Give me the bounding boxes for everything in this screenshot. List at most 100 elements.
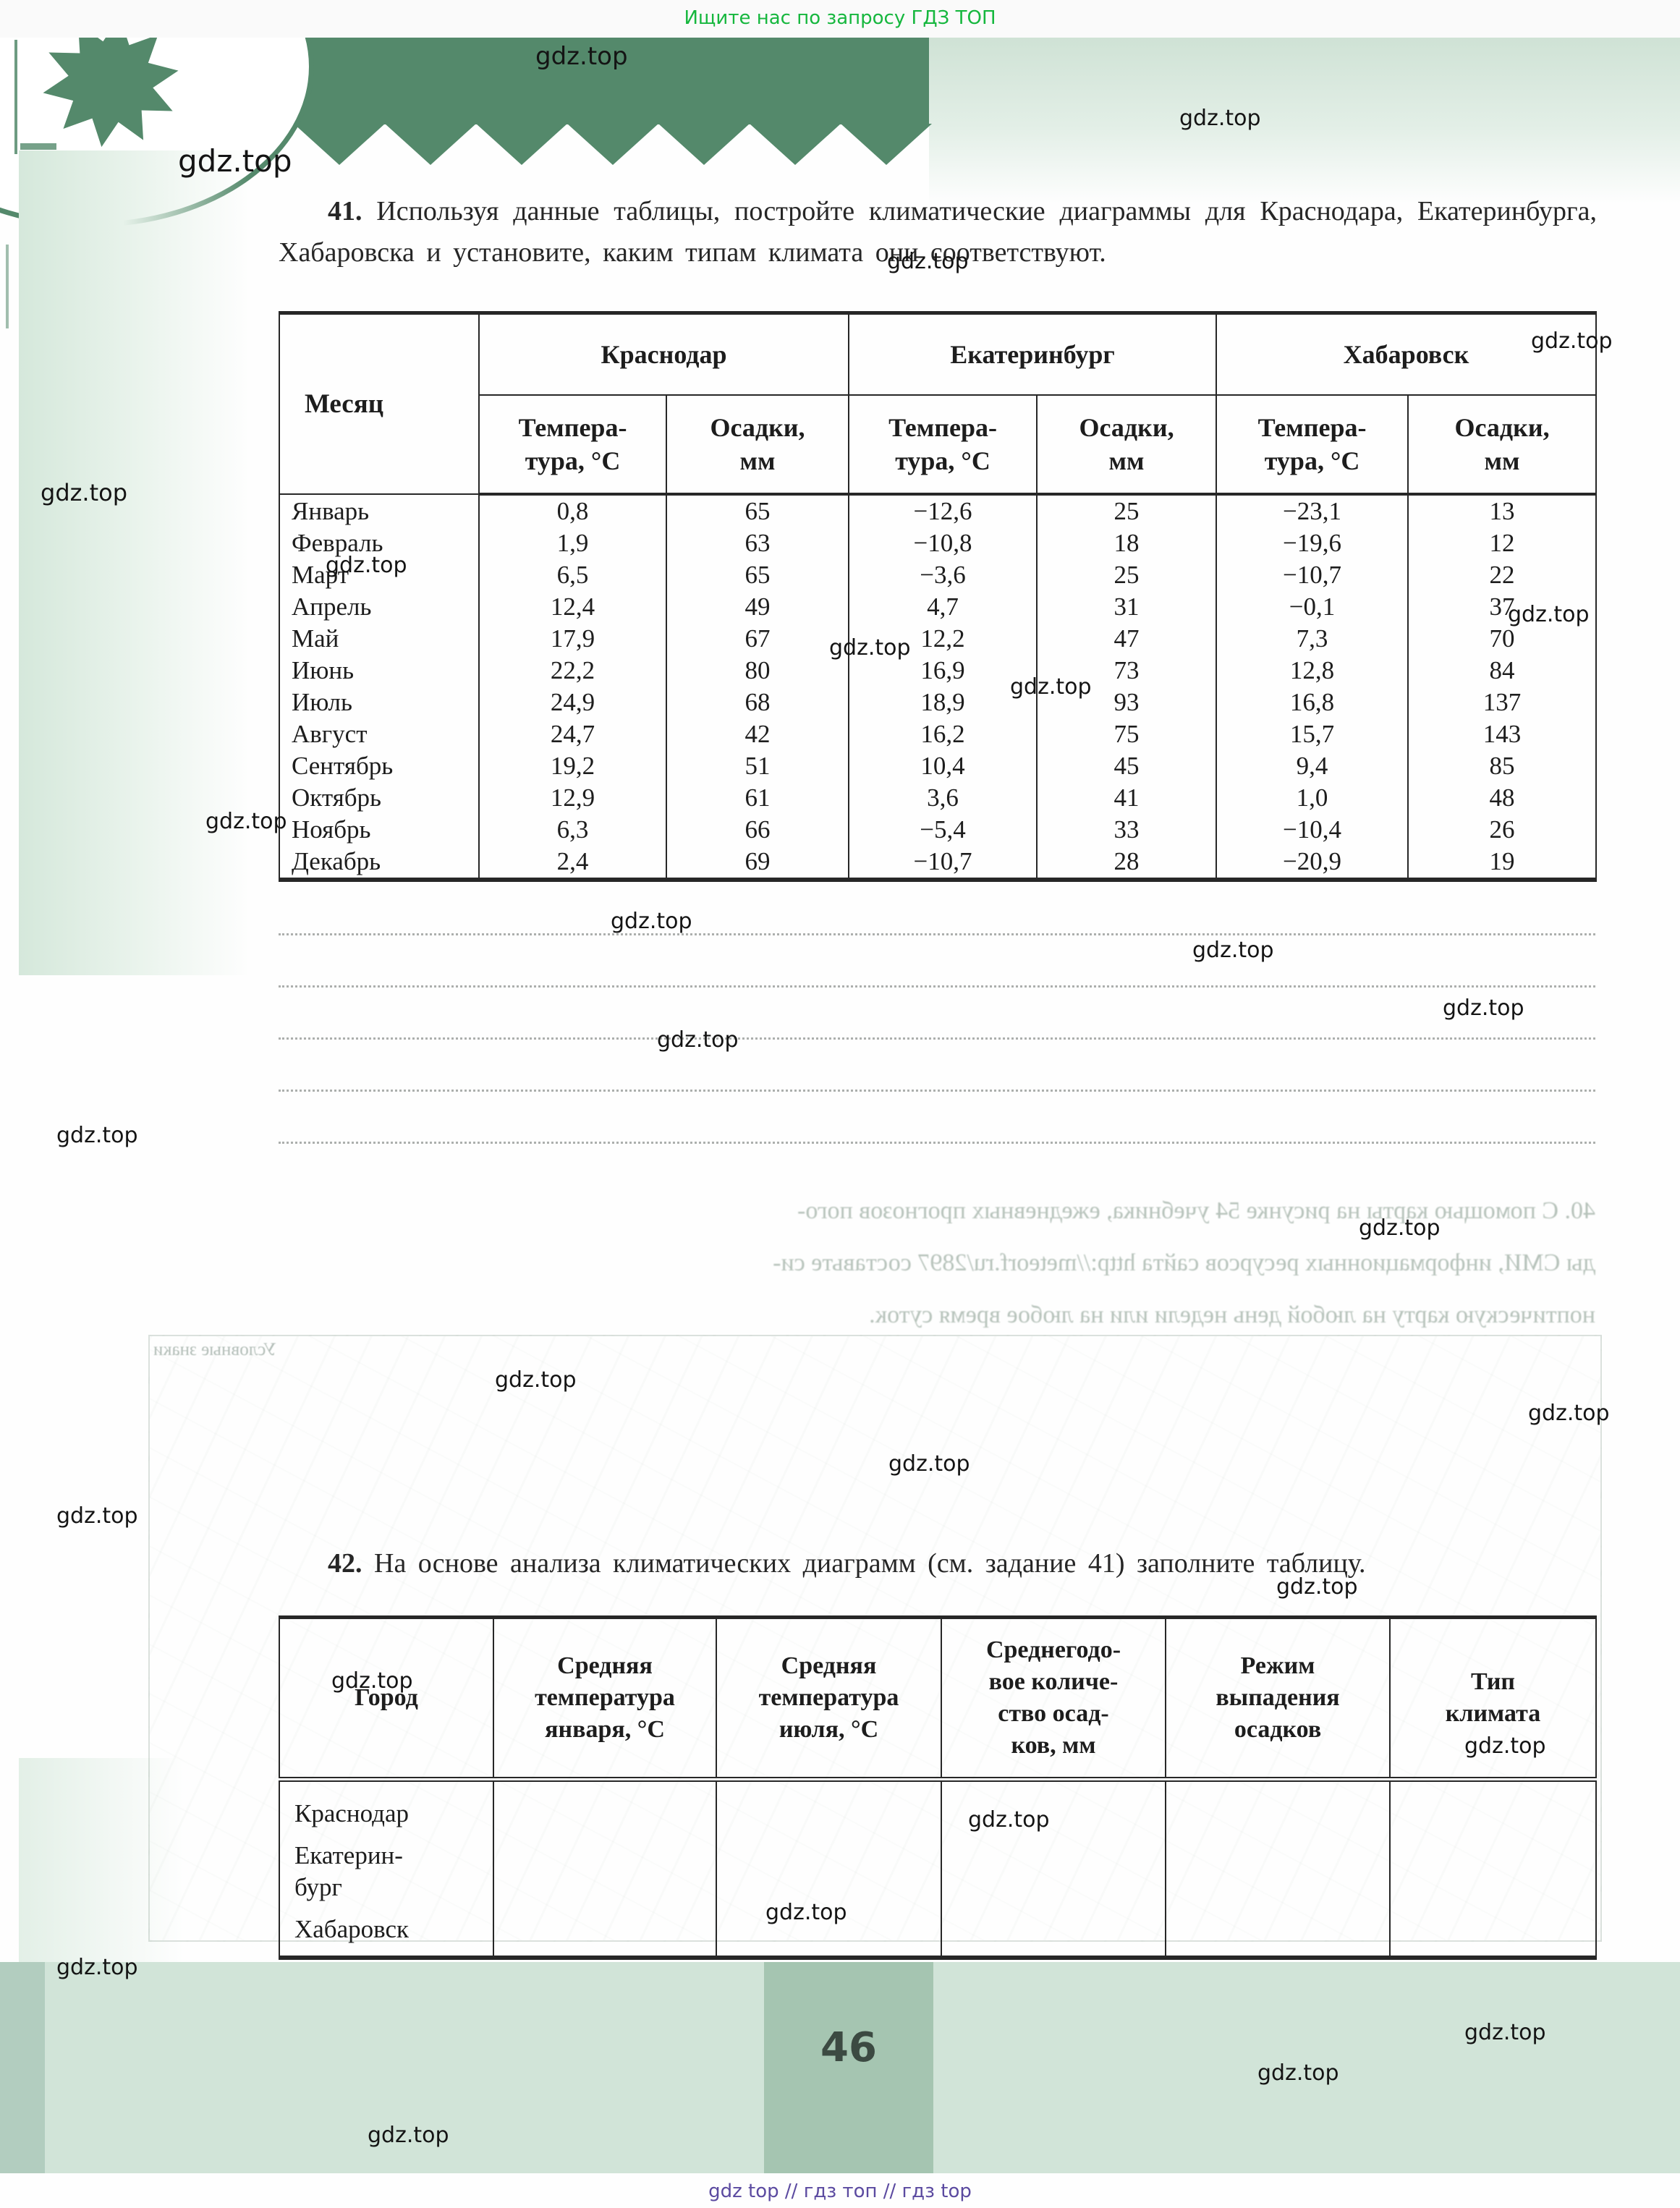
watermark: gdz.top	[765, 1900, 847, 1925]
table-row: Март 6,5 65 −3,6 25 −10,7 22	[279, 559, 1598, 591]
table-row: Октябрь 12,9 61 3,6 41 1,0 48	[279, 782, 1598, 814]
cell: 49	[665, 591, 850, 623]
cell: 16,9	[848, 655, 1038, 687]
watermark: gdz.top	[657, 1027, 739, 1053]
cell: Апрель	[279, 591, 480, 623]
footer-text: gdz top // гдз топ // гдз top	[708, 2181, 972, 2202]
cell: 65	[665, 494, 850, 527]
cell: 18,9	[848, 687, 1038, 718]
cell: 12,4	[478, 591, 667, 623]
bleed-line: ноптическую карту на любой день недели и…	[869, 1302, 1595, 1328]
cell: 22,2	[478, 655, 667, 687]
cell: 17,9	[478, 623, 667, 655]
watermark: gdz.top	[56, 1955, 138, 1980]
watermark: gdz.top	[1010, 674, 1092, 700]
watermark: gdz.top	[535, 42, 628, 71]
watermark: gdz.top	[56, 1123, 138, 1148]
cell: 75	[1036, 718, 1218, 750]
city-list-cell: Краснодар Екатерин- бург Хабаровск	[279, 1778, 494, 1960]
cell: 63	[665, 527, 850, 559]
cell: 24,9	[478, 687, 667, 718]
cell: Август	[279, 718, 480, 750]
cell: Май	[279, 623, 480, 655]
precip-subheader: Осадки, мм	[1407, 394, 1598, 496]
watermark: gdz.top	[205, 809, 287, 834]
cell: 84	[1407, 655, 1598, 687]
page-edge-mark	[20, 143, 56, 150]
watermark: gdz.top	[178, 143, 292, 179]
cell: 1,0	[1216, 782, 1409, 814]
watermark: gdz.top	[56, 1503, 138, 1529]
task41-paragraph: 41. Используя данные таблицы, постройте …	[279, 191, 1597, 273]
answer-line	[279, 933, 1595, 935]
cell: 25	[1036, 559, 1218, 591]
cell: 19,2	[478, 750, 667, 782]
page-edge-mark	[14, 40, 17, 154]
cell: 61	[665, 782, 850, 814]
header-jan-temp: Средняя температура января, °С	[493, 1615, 717, 1782]
cell: 137	[1407, 687, 1598, 718]
header-precip: Среднегодо- вое количе- ство осад- ков, …	[941, 1615, 1166, 1782]
cell: 6,3	[478, 814, 667, 846]
top-strip	[0, 0, 1680, 38]
cell: 51	[665, 750, 850, 782]
cell: 0,8	[478, 494, 667, 527]
bottom-green-strip	[0, 1962, 1680, 2173]
cell: 12,9	[478, 782, 667, 814]
task41-number: 41.	[328, 196, 362, 226]
cell: 7,3	[1216, 623, 1409, 655]
watermark: gdz.top	[1192, 938, 1274, 963]
cell: 12,8	[1216, 655, 1409, 687]
header-city: Город	[279, 1615, 494, 1782]
page-edge-mark	[6, 245, 9, 328]
month-header-cell: Месяц	[279, 311, 480, 495]
city-header-khabarovsk: Хабаровск	[1216, 311, 1598, 396]
table-row: Месяц Краснодар Екатеринбург Хабаровск	[279, 311, 1598, 495]
temp-subheader: Темпера- тура, °С	[1216, 394, 1409, 496]
cell: 18	[1036, 527, 1218, 559]
watermark: gdz.top	[1443, 995, 1524, 1021]
cell: −10,7	[848, 846, 1038, 882]
cell: 22	[1407, 559, 1598, 591]
cell: −3,6	[848, 559, 1038, 591]
watermark: gdz.top	[888, 1451, 970, 1477]
table-row: Февраль 1,9 63 −10,8 18 −19,6 12	[279, 527, 1598, 559]
table-row: Август 24,7 42 16,2 75 15,7 143	[279, 718, 1598, 750]
table-row: Город Средняя температура января, °С Сре…	[279, 1615, 1597, 1782]
answer-line	[279, 985, 1595, 988]
header-climate-type: Тип климата	[1389, 1615, 1597, 1782]
cell: Январь	[279, 494, 480, 527]
table-row: Апрель 12,4 49 4,7 31 −0,1 37	[279, 591, 1598, 623]
empty-cell	[1389, 1778, 1597, 1960]
empty-cell	[493, 1778, 717, 1960]
cell: 67	[665, 623, 850, 655]
cell: 73	[1036, 655, 1218, 687]
cell: 42	[665, 718, 850, 750]
city-khabarovsk: Хабаровск	[294, 1915, 410, 1943]
cell: 31	[1036, 591, 1218, 623]
cell: 1,9	[478, 527, 667, 559]
table-row: Декабрь 2,4 69 −10,7 28 −20,9 19	[279, 846, 1598, 882]
cell: −0,1	[1216, 591, 1409, 623]
task41-text: Используя данные таблицы, постройте клим…	[279, 196, 1597, 268]
pale-green-corner	[929, 38, 1680, 204]
cell: Декабрь	[279, 846, 480, 882]
cell: 69	[665, 846, 850, 882]
cell: Июль	[279, 687, 480, 718]
cell: 16,2	[848, 718, 1038, 750]
left-green-wash	[19, 150, 250, 975]
precip-subheader: Осадки, мм	[1036, 394, 1218, 496]
watermark: gdz.top	[968, 1807, 1050, 1833]
watermark: gdz.top	[1276, 1574, 1358, 1600]
answer-line	[279, 1142, 1595, 1144]
city-krasnodar: Краснодар	[294, 1799, 409, 1827]
empty-cell	[941, 1778, 1166, 1960]
cell: 37	[1407, 591, 1598, 623]
cell: 24,7	[478, 718, 667, 750]
cell: 70	[1407, 623, 1598, 655]
bleedthrough-paragraph: 40. С помощью карты на рисунке 54 учебни…	[217, 1185, 1595, 1341]
cell: −12,6	[848, 494, 1038, 527]
watermark: gdz.top	[1464, 2020, 1546, 2045]
cell: 65	[665, 559, 850, 591]
watermark: gdz.top	[1531, 328, 1613, 354]
